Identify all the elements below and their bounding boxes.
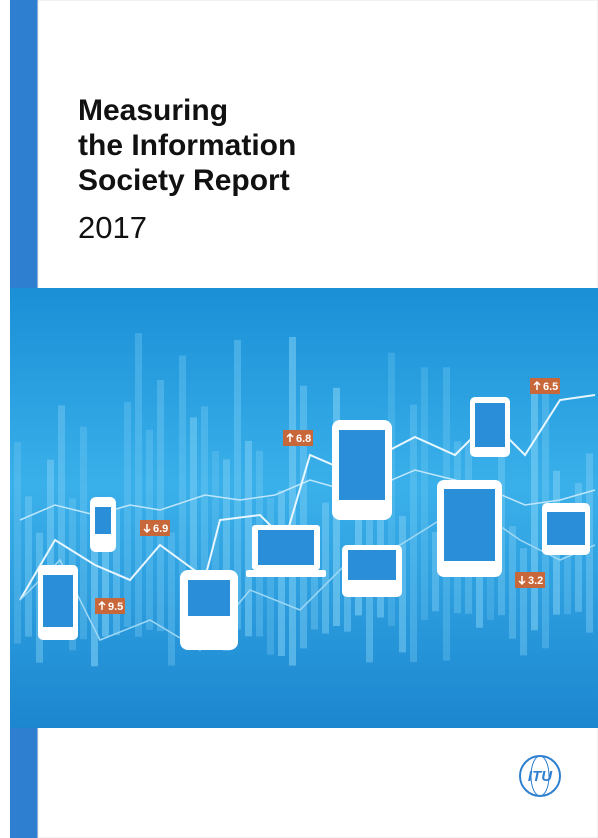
badge-value: 9.5 [108, 601, 123, 613]
bg-bar [421, 367, 428, 620]
badge-value: 6.9 [153, 523, 168, 535]
title-line: Society Report [78, 164, 290, 197]
badge-value: 6.8 [296, 433, 311, 445]
badge-value: 3.2 [528, 575, 543, 587]
badge-value: 6.5 [543, 381, 558, 393]
cover: Measuring the Information Society Report… [0, 0, 598, 838]
bg-bar [157, 380, 164, 631]
bg-bar [322, 503, 329, 634]
bg-bar [509, 526, 516, 639]
bg-bar [410, 405, 417, 662]
bg-bar [245, 441, 252, 636]
title-line: Measuring [78, 94, 228, 127]
logo-text: ITU [528, 768, 553, 785]
bg-bar [124, 402, 131, 627]
bg-bar [135, 333, 142, 637]
bg-bar [531, 387, 538, 630]
bg-bar [14, 442, 21, 644]
title-line: the Information [78, 129, 296, 162]
bg-bar [289, 337, 296, 666]
bg-bar [520, 548, 527, 655]
year: 2017 [78, 210, 147, 245]
